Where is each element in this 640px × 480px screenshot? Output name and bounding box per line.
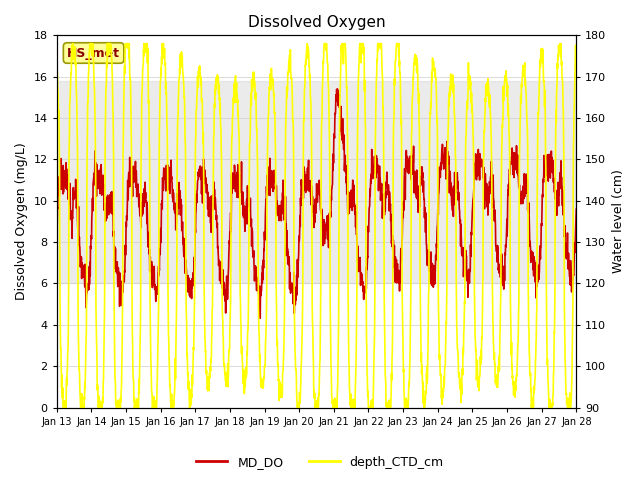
- Bar: [57, 81, 576, 284]
- Legend: MD_DO, depth_CTD_cm: MD_DO, depth_CTD_cm: [191, 451, 449, 474]
- Text: HS_met: HS_met: [67, 47, 120, 60]
- Y-axis label: Water level (cm): Water level (cm): [612, 169, 625, 274]
- Y-axis label: Dissolved Oxygen (mg/L): Dissolved Oxygen (mg/L): [15, 143, 28, 300]
- Title: Dissolved Oxygen: Dissolved Oxygen: [248, 15, 385, 30]
